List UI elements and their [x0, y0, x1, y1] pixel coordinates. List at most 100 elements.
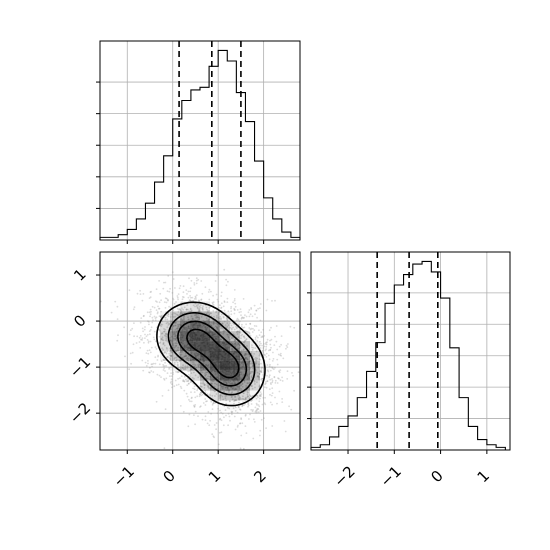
scatter-point	[229, 338, 232, 341]
scatter-point	[182, 364, 185, 366]
hist2-bar-12	[422, 261, 431, 450]
scatter-point	[164, 248, 166, 250]
scatter-point	[237, 424, 239, 427]
scatter-point	[161, 323, 164, 326]
scatter-point	[237, 390, 240, 393]
scatter-point	[147, 362, 149, 365]
scatter-point	[220, 318, 222, 321]
scatter-point	[226, 301, 229, 303]
scatter-point	[207, 364, 209, 367]
scatter-point	[212, 435, 215, 438]
scatter-point	[237, 397, 240, 400]
scatter-point	[211, 303, 214, 305]
scatter-point	[250, 408, 253, 411]
scatter-point	[182, 296, 185, 299]
scatter-point	[209, 387, 212, 390]
scatter-point	[217, 443, 220, 446]
scatter-point	[213, 424, 216, 426]
scatter-point	[157, 354, 160, 357]
scatter-point	[173, 385, 176, 388]
scatter-point	[215, 310, 218, 313]
scatter-point	[270, 338, 273, 341]
scatter-point	[226, 387, 229, 390]
scatter-point	[221, 385, 224, 388]
scatter-point	[242, 327, 244, 329]
scatter-point	[218, 329, 221, 332]
scatter-point	[172, 298, 175, 301]
scatter-point	[200, 298, 203, 301]
scatter-point	[200, 391, 203, 394]
hist1-frame	[99, 40, 301, 241]
scatter-point	[210, 290, 212, 293]
scatter-point	[259, 307, 261, 309]
scatter-point	[188, 318, 190, 321]
scatter-point	[162, 343, 165, 345]
scatter-point	[188, 277, 190, 280]
scatter-point	[180, 351, 182, 353]
scatter-point	[237, 336, 240, 339]
scatter-point	[250, 385, 253, 387]
scatter-point	[133, 306, 136, 308]
scatter-point	[153, 315, 156, 318]
scatter-point	[241, 382, 244, 385]
scatter-point	[222, 398, 225, 401]
scatter-point	[227, 335, 230, 338]
scatter-point	[195, 314, 197, 316]
scatter-point	[204, 404, 207, 406]
scatter-point	[181, 367, 184, 369]
scatter-point	[272, 368, 275, 371]
scatter-point	[274, 366, 276, 369]
scatter-point	[176, 307, 179, 310]
scatter-point	[275, 325, 278, 327]
scatter-point	[244, 414, 247, 417]
scatter-point	[175, 336, 178, 339]
hist2-bar-6	[367, 371, 376, 450]
scatter-point	[292, 374, 294, 377]
scatter-point	[238, 311, 241, 314]
scatter-point	[187, 379, 190, 382]
density-cell	[210, 331, 220, 342]
scatter-point	[177, 314, 179, 316]
scatter-point	[258, 405, 261, 408]
scatter-point	[223, 309, 226, 312]
scatter-point	[186, 293, 188, 295]
scatter-point	[234, 342, 236, 345]
scatter-point	[247, 403, 250, 406]
scatter-point	[255, 409, 257, 412]
scatter-point	[178, 352, 181, 354]
scatter-point	[167, 313, 170, 316]
scatter-point	[256, 357, 258, 360]
scatter-point	[231, 347, 233, 350]
scatter-point	[182, 410, 185, 413]
hist1-bar-19	[273, 219, 282, 240]
scatter-point	[210, 386, 213, 389]
scatter-point	[192, 318, 194, 320]
scatter-point	[187, 370, 190, 373]
scatter-point	[219, 320, 221, 323]
scatter-point	[146, 311, 149, 314]
scatter-point	[212, 294, 215, 297]
scatter-point	[200, 382, 202, 385]
hist1-bar-9	[182, 100, 191, 240]
scatter-point	[232, 407, 235, 410]
density-cell	[210, 370, 220, 381]
scatter-point	[248, 309, 251, 311]
scatter-point	[170, 375, 173, 377]
scatter-point	[165, 347, 168, 349]
scatter-point	[235, 388, 238, 390]
scatter-point	[211, 394, 214, 397]
scatter-point	[149, 329, 152, 331]
scatter-point	[220, 317, 223, 320]
scatter-point	[171, 340, 174, 343]
scatter-point	[174, 328, 177, 331]
scatter-point	[226, 406, 229, 409]
scatter-point	[206, 384, 209, 387]
scatter-point	[231, 395, 233, 398]
scatter-point	[178, 353, 181, 356]
scatter-point	[274, 379, 277, 382]
scatter-point	[207, 364, 210, 366]
scatter-point	[114, 300, 117, 303]
scatter-point	[159, 315, 162, 318]
scatter-point	[199, 385, 201, 388]
scatter-point	[185, 380, 188, 383]
